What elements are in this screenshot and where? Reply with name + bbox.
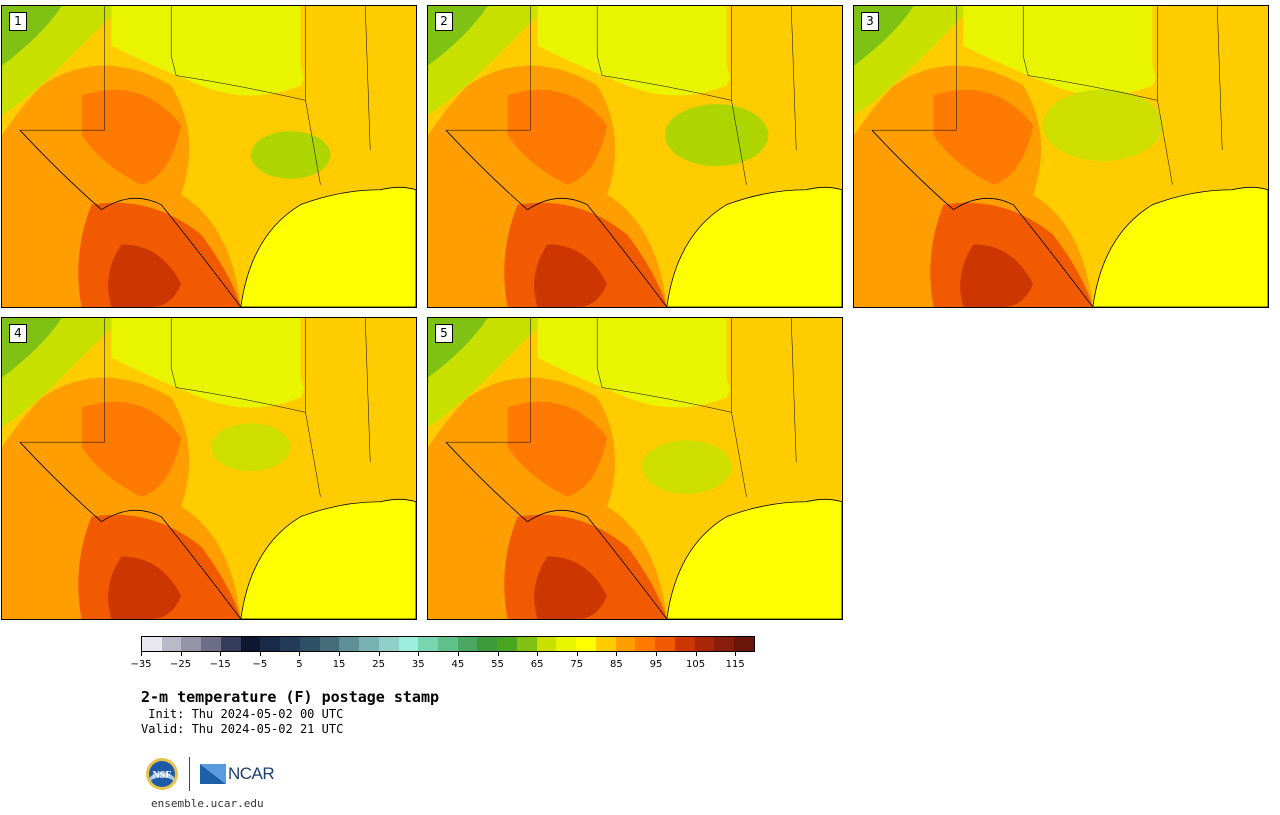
colorbar-tick-label: 105 (686, 659, 706, 670)
colorbar-segment (378, 637, 399, 651)
colorbar-segment (201, 637, 221, 651)
colorbar-tick (655, 652, 657, 656)
nsf-logo-icon: NSF (146, 758, 178, 790)
ncar-wordmark: NCAR (228, 764, 275, 783)
colorbar-tick (735, 652, 737, 656)
valid-time: Valid: Thu 2024-05-02 21 UTC (141, 722, 344, 736)
ensemble-member-map-4: 4 (1, 317, 417, 620)
colorbar-segment (516, 637, 537, 651)
colorbar-tick (576, 652, 578, 656)
colorbar-segment (615, 637, 636, 651)
colorbar-segment (319, 637, 340, 651)
colorbar-tick-label: −5 (252, 659, 268, 670)
temperature-map-2 (428, 6, 842, 307)
colorbar-ticks: −35 −25 −15 −5 5 15 25 35 45 55 65 75 85 95 105 115 (130, 652, 755, 672)
logo-divider (189, 757, 190, 791)
colorbar-tick-label: 5 (296, 659, 303, 670)
temperature-map-3 (854, 6, 1268, 307)
colorbar-tick (457, 652, 459, 656)
colorbar-segment (280, 637, 300, 651)
temperature-map-5 (428, 318, 842, 619)
colorbar-tick (299, 652, 301, 656)
colorbar-segment (398, 637, 419, 651)
logos: NSF NCAR (145, 756, 275, 792)
colorbar-tick (537, 652, 539, 656)
colorbar-tick (141, 652, 142, 656)
temperature-map-4 (2, 318, 416, 619)
colorbar-tick (378, 652, 380, 656)
colorbar-segment (477, 637, 498, 651)
colorbar-tick (695, 652, 697, 656)
colorbar-tick-label: 95 (649, 659, 663, 670)
colorbar-segment (595, 637, 616, 651)
temperature-colorbar (141, 636, 755, 652)
colorbar-tick-label: 45 (451, 659, 465, 670)
colorbar-tick (616, 652, 618, 656)
colorbar-segment (556, 637, 577, 651)
ncar-logo: NCAR (200, 764, 275, 784)
colorbar-tick (497, 652, 499, 656)
colorbar-segment (418, 637, 439, 651)
colorbar-segment (438, 637, 458, 651)
temperature-map-1 (2, 6, 416, 307)
colorbar-segment (734, 637, 754, 651)
colorbar-segment (655, 637, 675, 651)
member-label-5: 5 (435, 324, 453, 343)
colorbar-segment (694, 637, 715, 651)
colorbar-tick (418, 652, 420, 656)
colorbar-segment (161, 637, 182, 651)
init-time: Init: Thu 2024-05-02 00 UTC (141, 707, 344, 721)
member-label-2: 2 (435, 12, 453, 31)
colorbar-segment (635, 637, 656, 651)
colorbar-segment (576, 637, 596, 651)
svg-text:NSF: NSF (153, 770, 172, 781)
colorbar-segment (674, 637, 695, 651)
colorbar-tick-label: 55 (491, 659, 504, 670)
colorbar-tick (180, 652, 182, 656)
colorbar-segment (260, 637, 281, 651)
ensemble-member-map-2: 2 (427, 5, 843, 308)
colorbar-tick-label: 75 (570, 659, 584, 670)
colorbar-segment (457, 637, 478, 651)
site-url: ensemble.ucar.edu (151, 797, 264, 810)
colorbar-tick (339, 652, 341, 656)
colorbar-tick-label: 115 (725, 659, 745, 670)
ensemble-member-map-3: 3 (853, 5, 1269, 308)
colorbar-segment (359, 637, 379, 651)
colorbar-tick-label: −15 (209, 659, 231, 670)
ncar-emblem-icon (200, 764, 226, 784)
colorbar-segment (497, 637, 517, 651)
colorbar-tick-label: −35 (130, 659, 152, 670)
plot-title: 2-m temperature (F) postage stamp (141, 688, 440, 706)
colorbar-tick-label: 15 (332, 659, 346, 670)
colorbar-segment (714, 637, 735, 651)
colorbar-segment (220, 637, 241, 651)
colorbar-segment (181, 637, 202, 651)
colorbar-tick-label: 85 (609, 659, 623, 670)
colorbar-tick-label: 65 (530, 659, 544, 670)
colorbar-segment (339, 637, 360, 651)
member-label-4: 4 (9, 324, 27, 343)
colorbar-tick (259, 652, 261, 656)
member-label-1: 1 (9, 12, 27, 31)
colorbar-tick (220, 652, 222, 656)
colorbar-tick-label: −25 (170, 659, 192, 670)
ensemble-member-map-5: 5 (427, 317, 843, 620)
colorbar-tick-label: 35 (411, 659, 425, 670)
colorbar-segment (142, 637, 162, 651)
colorbar-tick-label: 25 (372, 659, 386, 670)
colorbar-segment (240, 637, 261, 651)
member-label-3: 3 (861, 12, 879, 31)
colorbar-segment (536, 637, 557, 651)
ensemble-member-map-1: 1 (1, 5, 417, 308)
colorbar-segment (299, 637, 320, 651)
